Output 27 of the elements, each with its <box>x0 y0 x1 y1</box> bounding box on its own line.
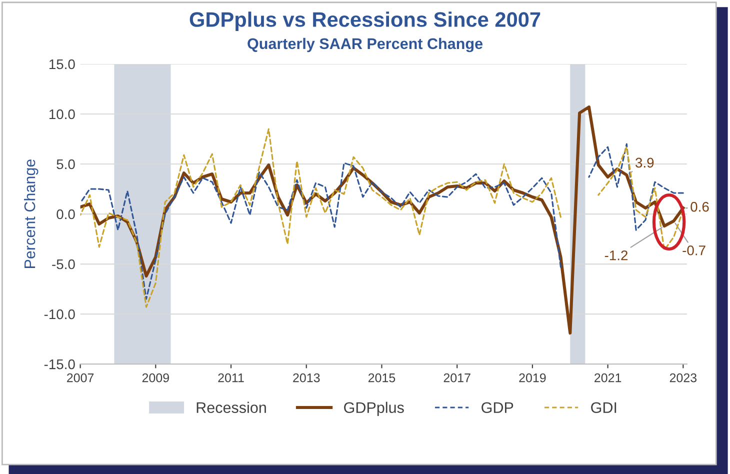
legend-label: GDI <box>591 402 616 414</box>
chart-title: GDPplus vs Recessions Since 2007 <box>190 12 540 32</box>
x-tick-label: 2015 <box>368 373 396 382</box>
legend-label: GDPplus <box>344 402 404 416</box>
x-tick-label: 2013 <box>293 373 320 382</box>
annotation: -0.7 <box>682 245 706 256</box>
x-tick-label: 2009 <box>142 373 169 382</box>
x-tick-label: 2019 <box>519 373 546 382</box>
y-tick-label: 10.0 <box>49 109 75 120</box>
y-tick-label: -5.0 <box>52 259 75 270</box>
chart-subtitle: Quarterly SAAR Percent Change <box>248 38 482 52</box>
x-tick-label: 2011 <box>218 373 244 382</box>
y-tick-label: -15.0 <box>44 359 75 370</box>
y-tick-label: 0.0 <box>56 209 75 220</box>
annotation: 0.6 <box>690 202 709 212</box>
y-tick-label: -10.0 <box>44 309 75 320</box>
y-axis-title: Percent Change <box>24 159 38 268</box>
y-tick-label: 15.0 <box>49 59 75 70</box>
x-tick-label: 2007 <box>67 373 94 382</box>
annotation: 3.9 <box>636 158 654 168</box>
x-tick-label: 2017 <box>444 373 470 382</box>
y-tick-label: 5.0 <box>56 159 75 170</box>
annotation: -1.2 <box>604 250 628 260</box>
x-tick-label: 2023 <box>670 373 697 382</box>
x-tick-label: 2021 <box>594 373 622 382</box>
legend-label: GDP <box>482 402 514 414</box>
legend-label: Recession <box>196 402 266 414</box>
